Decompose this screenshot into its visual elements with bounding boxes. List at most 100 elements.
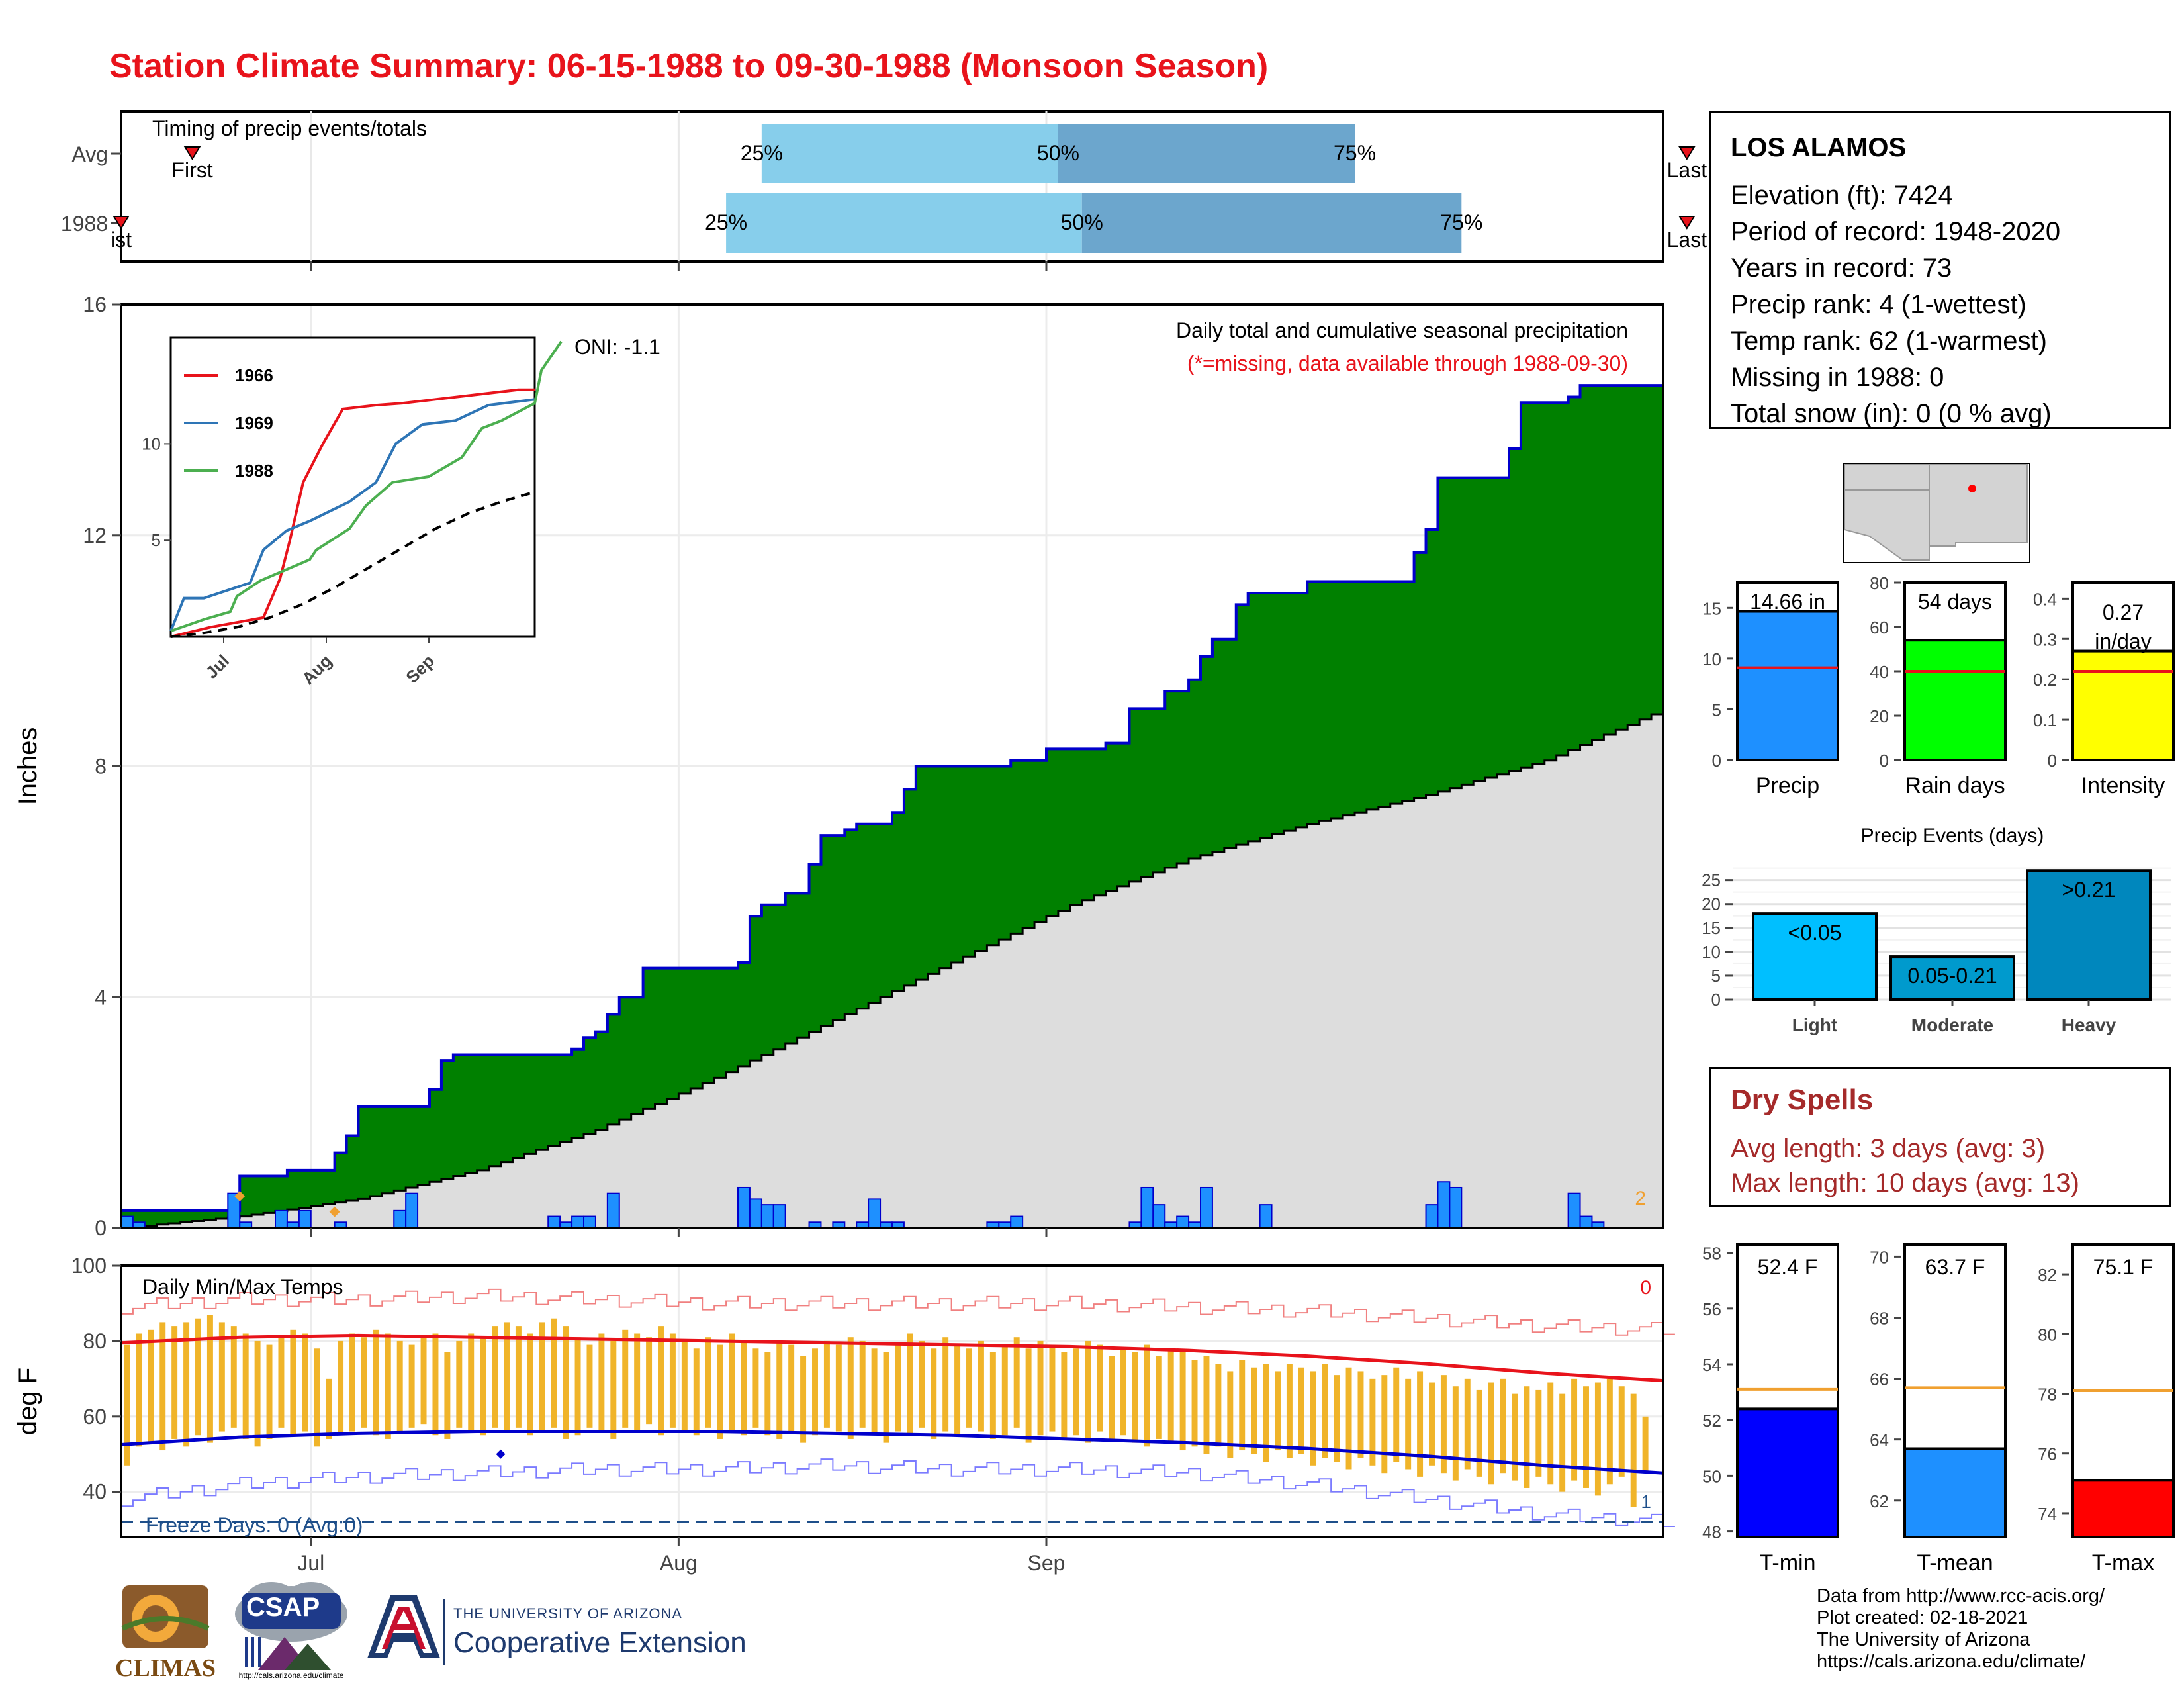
dry-spells-avg: Avg length: 3 days (avg: 3) xyxy=(1731,1134,2046,1163)
temp-bar-20 xyxy=(361,1337,367,1428)
timing-bar-25-50-1 xyxy=(726,193,1082,253)
temp-bar-2 xyxy=(148,1329,154,1443)
temp-bar-63 xyxy=(871,1348,878,1436)
temp-bar-68 xyxy=(931,1348,937,1439)
temp-bar-43 xyxy=(634,1333,641,1432)
temp-summary-category-label-0: T-min xyxy=(1760,1550,1816,1575)
total-bar-2 xyxy=(2071,649,2175,762)
total-bar-1 xyxy=(1903,639,2007,761)
temp-summary-y-tick-label-2-3: 80 xyxy=(2038,1325,2057,1344)
temps-x-tick-label-1: Aug xyxy=(660,1551,698,1575)
daily-precip-bar-22 xyxy=(868,1198,882,1229)
temp-bar-88 xyxy=(1167,1348,1174,1443)
temp-bar-16 xyxy=(314,1348,320,1447)
timing-p25-label-0: 25% xyxy=(741,141,783,165)
total-y-tick-label-2-1: 0.1 xyxy=(2033,710,2057,730)
temp-bar-118 xyxy=(1524,1386,1530,1488)
temp-bar-33 xyxy=(515,1326,522,1428)
events-bar-label-2: >0.21 xyxy=(2062,878,2116,902)
timing-first-marker-0 xyxy=(183,146,201,160)
daily-precip-bar-10 xyxy=(547,1215,561,1229)
temp-bar-72 xyxy=(978,1340,984,1432)
total-category-label-1: Rain days xyxy=(1905,773,2005,798)
temp-bar-103 xyxy=(1345,1367,1352,1470)
temp-bar-7 xyxy=(206,1315,213,1443)
temps-y-tick-label-1: 60 xyxy=(83,1405,107,1429)
inset-legend-label-1988: 1988 xyxy=(235,461,273,481)
total-category-label-0: Precip xyxy=(1756,773,1819,798)
temp-summary-value-label-2: 75.1 F xyxy=(2093,1255,2154,1279)
temp-bar-50 xyxy=(717,1344,723,1439)
temp-bar-28 xyxy=(456,1340,463,1428)
events-category-label-2: Heavy xyxy=(2062,1015,2116,1035)
total-y-tick-label-2-4: 0.4 xyxy=(2033,589,2057,609)
temp-summary-y-tick-label-0-0: 48 xyxy=(1702,1523,1721,1542)
timing-first-label-0: First xyxy=(171,158,212,182)
daily-precip-bar-9 xyxy=(405,1192,419,1229)
ua-big-text: Cooperative Extension xyxy=(453,1626,747,1659)
events-bar-label-1: 0.05-0.21 xyxy=(1907,964,1997,988)
tmax-avg-line xyxy=(120,1333,1664,1383)
temp-bar-59 xyxy=(823,1340,830,1428)
temp-bar-89 xyxy=(1179,1352,1186,1451)
temp-bar-99 xyxy=(1298,1367,1304,1454)
temp-bar-108 xyxy=(1405,1378,1412,1470)
temp-summary-bar-0 xyxy=(1736,1407,1839,1538)
temp-bar-44 xyxy=(646,1337,653,1425)
temp-bar-67 xyxy=(919,1340,925,1428)
total-value-label-1: 54 days xyxy=(1918,590,1992,614)
total-value-label-0: 14.66 in xyxy=(1750,590,1825,614)
temp-bar-12 xyxy=(266,1344,273,1439)
credit-url: https://cals.arizona.edu/climate/ xyxy=(1817,1651,2086,1672)
events-y-tick-label-3: 15 xyxy=(1702,918,1721,938)
precip-corner-label: 2 xyxy=(1635,1188,1646,1209)
temp-bar-37 xyxy=(563,1326,569,1439)
timing-title: Timing of precip events/totals xyxy=(152,117,427,140)
temp-bar-113 xyxy=(1464,1378,1471,1470)
temp-summary-y-tick-label-1-4: 70 xyxy=(1870,1247,1889,1267)
temp-bar-13 xyxy=(278,1337,285,1428)
temp-bar-77 xyxy=(1037,1340,1044,1436)
temp-bar-71 xyxy=(966,1348,972,1428)
temp-bar-109 xyxy=(1417,1371,1424,1477)
temp-bar-128 xyxy=(1642,1416,1649,1474)
precip-y-axis-label: Inches xyxy=(13,727,42,806)
missing-marker-1 xyxy=(329,1206,340,1217)
total-y-tick-label-1-2: 40 xyxy=(1870,662,1889,682)
temp-bar-75 xyxy=(1013,1337,1020,1428)
temp-bar-64 xyxy=(883,1352,889,1443)
temp-summary-category-label-2: T-max xyxy=(2092,1550,2154,1575)
inset-series-1969 xyxy=(169,398,535,632)
temp-bar-15 xyxy=(302,1333,308,1432)
cumulative-precip-line xyxy=(120,384,1663,1228)
temp-bar-66 xyxy=(907,1333,913,1436)
temp-bar-115 xyxy=(1488,1382,1494,1485)
timing-last-label-0: Last xyxy=(1667,158,1707,182)
inset-frame xyxy=(169,336,536,638)
timing-bar-50-75-0 xyxy=(1058,124,1355,183)
daily-precip-bar-27 xyxy=(1010,1215,1024,1229)
temp-bar-112 xyxy=(1452,1386,1459,1481)
ua-small-text: THE UNIVERSITY OF ARIZONA xyxy=(453,1605,683,1622)
temp-bar-14 xyxy=(290,1329,296,1436)
inset-legend-label-1966: 1966 xyxy=(235,365,273,385)
tmin-avg-line xyxy=(120,1430,1664,1475)
events-bar-2 xyxy=(2026,869,2152,1001)
precip-chart-subtitle: (*=missing, data available through 1988-… xyxy=(1187,352,1628,375)
temp-bar-87 xyxy=(1156,1356,1162,1439)
temp-bar-110 xyxy=(1429,1382,1435,1466)
temp-bar-54 xyxy=(764,1352,771,1436)
station-info-box: LOS ALAMOS Elevation (ft): 7424 Period o… xyxy=(1709,111,2171,429)
events-y-tick-label-5: 25 xyxy=(1702,870,1721,890)
timing-p75-label-1: 75% xyxy=(1440,211,1482,234)
temp-summary-y-tick-label-0-3: 54 xyxy=(1702,1355,1721,1375)
temp-bar-49 xyxy=(705,1337,711,1428)
total-category-label-2: Intensity xyxy=(2081,773,2165,798)
total-y-tick-label-0-3: 15 xyxy=(1702,598,1721,618)
events-category-label-0: Light xyxy=(1792,1015,1837,1035)
temp-bar-55 xyxy=(776,1340,783,1439)
temp-bar-111 xyxy=(1440,1375,1447,1474)
temp-bar-105 xyxy=(1369,1378,1376,1466)
temp-summary-y-tick-label-1-2: 66 xyxy=(1870,1370,1889,1389)
temp-bar-102 xyxy=(1334,1375,1340,1462)
